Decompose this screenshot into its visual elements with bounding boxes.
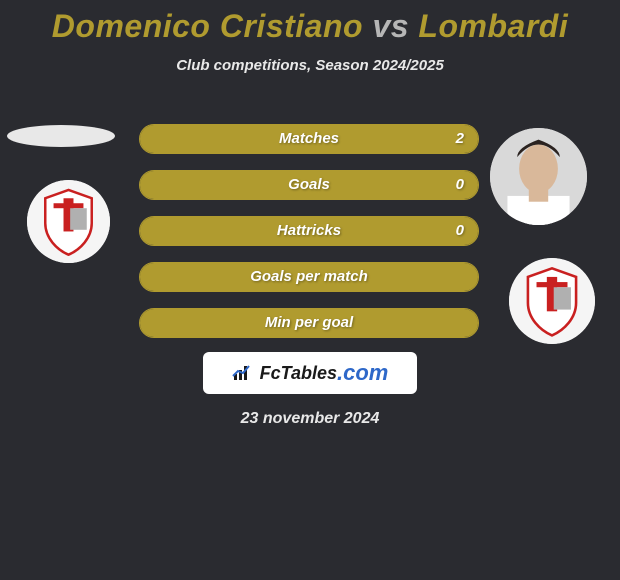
stat-bar-label: Hattricks <box>140 217 478 245</box>
logo-text-tables: Tables <box>281 363 337 384</box>
stat-bar: Goals per match <box>139 262 479 292</box>
title-player2: Lombardi <box>418 8 568 44</box>
title-connector: vs <box>372 8 409 44</box>
logo-text-fc: Fc <box>260 363 281 384</box>
subtitle: Club competitions, Season 2024/2025 <box>0 57 620 74</box>
stat-bars: Matches 2 Goals 0 Hattricks 0 Goals per … <box>139 124 481 354</box>
stat-bar: Goals 0 <box>139 170 479 200</box>
stat-bar-right-value: 2 <box>456 125 464 153</box>
stat-bar-label: Matches <box>140 125 478 153</box>
stat-bar-right-value: 0 <box>456 171 464 199</box>
right-player-avatar <box>490 128 587 225</box>
date-line: 23 november 2024 <box>0 410 620 428</box>
title-player1: Domenico Cristiano <box>52 8 363 44</box>
stat-bar-label: Min per goal <box>140 309 478 337</box>
stat-bar: Hattricks 0 <box>139 216 479 246</box>
bar-chart-icon <box>232 364 254 382</box>
left-club-crest <box>27 180 110 263</box>
stat-bar-right-value: 0 <box>456 217 464 245</box>
logo-text-suffix: .com <box>337 360 388 386</box>
left-player-avatar <box>7 125 115 147</box>
stat-bar: Matches 2 <box>139 124 479 154</box>
site-logo-badge: FcTables.com <box>203 352 417 394</box>
right-club-crest <box>509 258 595 344</box>
comparison-card: Domenico Cristiano vs Lombardi Club comp… <box>0 0 620 580</box>
stat-bar: Min per goal <box>139 308 479 338</box>
page-title: Domenico Cristiano vs Lombardi <box>0 0 620 45</box>
stat-bar-label: Goals <box>140 171 478 199</box>
stat-bar-label: Goals per match <box>140 263 478 291</box>
